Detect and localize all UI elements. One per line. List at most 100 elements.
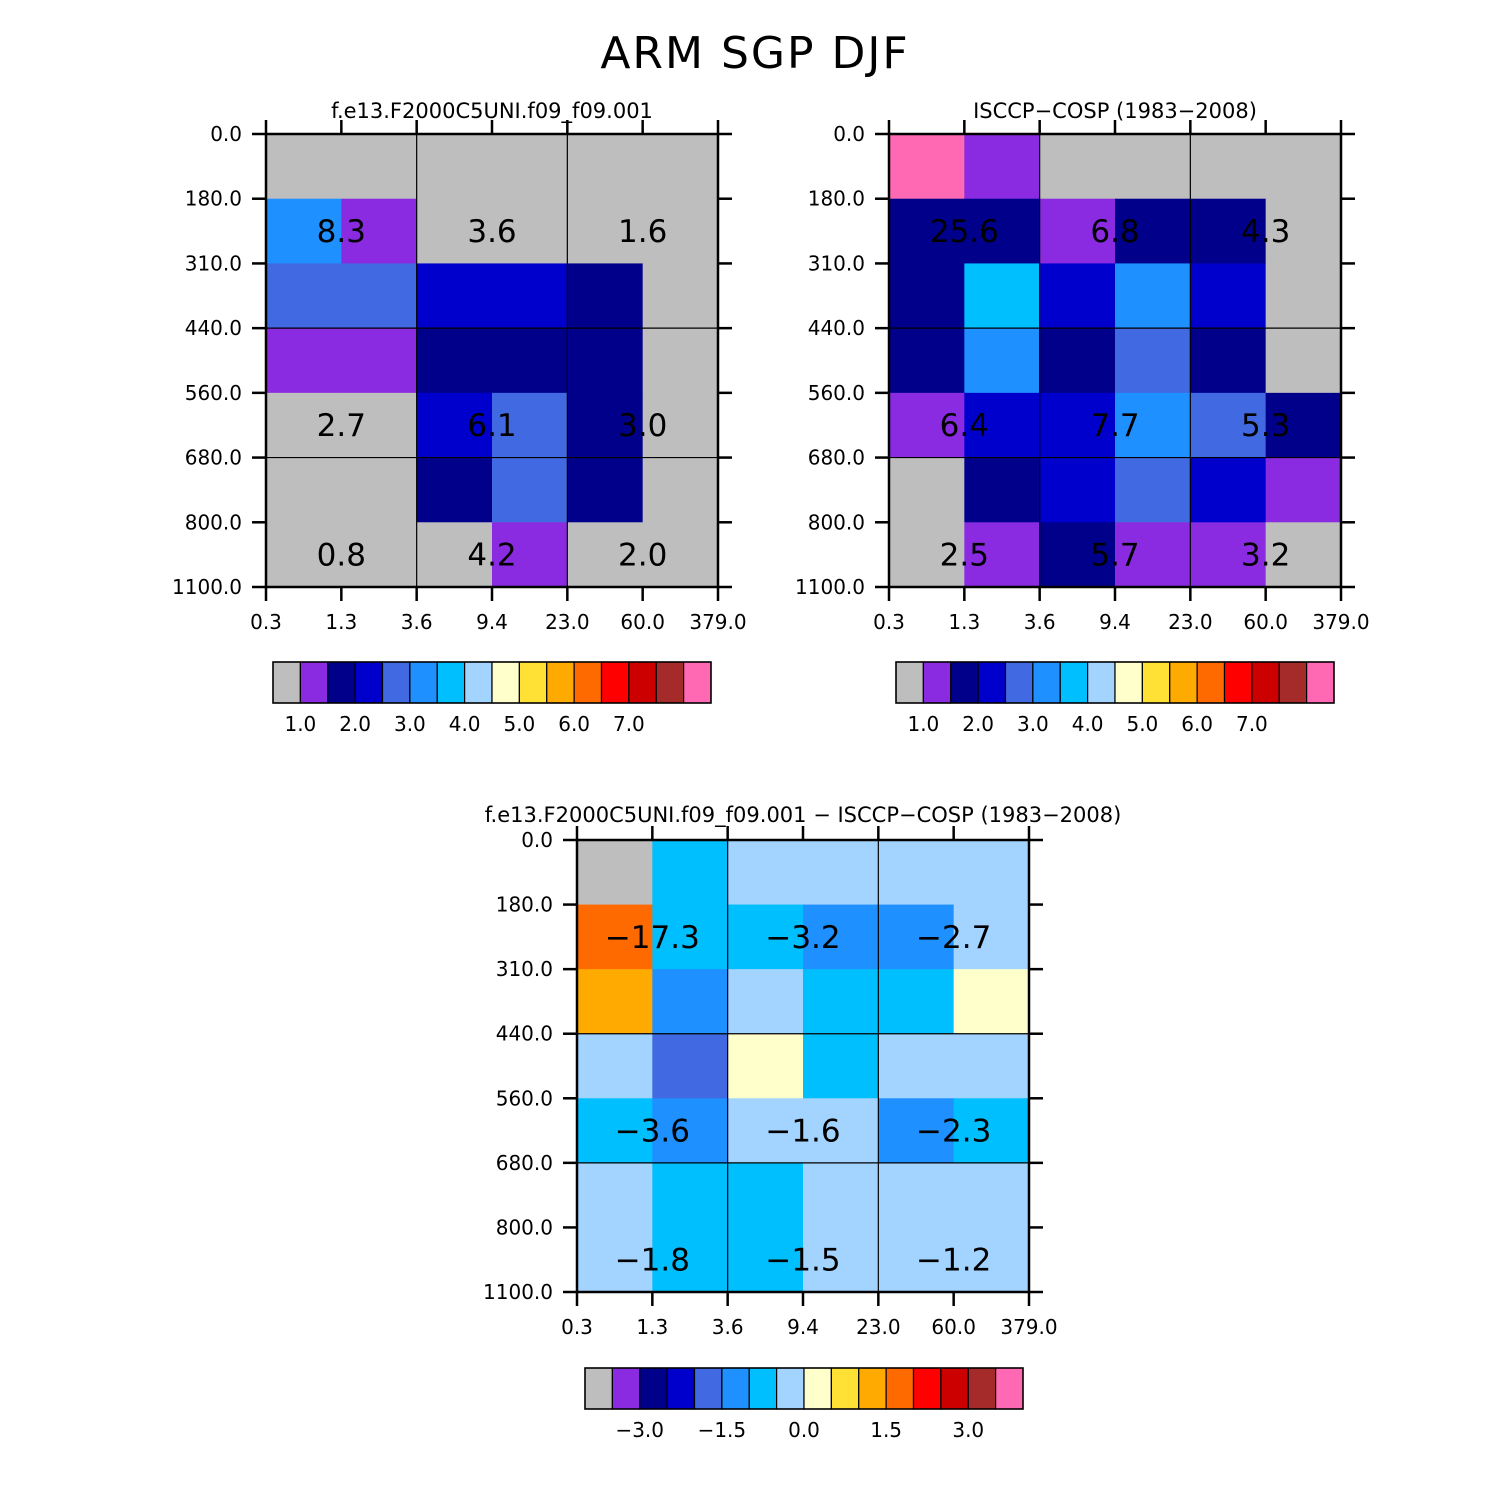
heatmap-cell — [266, 263, 342, 329]
colorbar-box — [573, 661, 603, 704]
heatmap-cell — [1265, 263, 1342, 329]
cell-value-label: −2.7 — [916, 920, 991, 956]
colorbar-box — [885, 1367, 915, 1410]
colorbar-label: 5.0 — [503, 712, 535, 736]
heatmap-cell — [341, 263, 418, 329]
cell-value-label: 3.6 — [467, 214, 516, 250]
colorbar-label: 1.0 — [284, 712, 316, 736]
heatmap-cell — [642, 457, 719, 523]
colorbar-box — [1196, 661, 1226, 704]
colorbar-box — [950, 661, 979, 704]
y-tick-label: 800.0 — [496, 1215, 553, 1239]
colorbar-box — [922, 661, 952, 704]
heatmap-cell — [416, 392, 493, 459]
panel-observations: ISCCP−COSP (1983−2008) 0.0 180.0 310.0 440.0… — [795, 99, 1370, 736]
colorbar-box — [721, 1367, 750, 1410]
heatmap-cell — [642, 392, 719, 459]
heatmap-cell — [878, 904, 955, 970]
colorbar-label: 6.0 — [1181, 712, 1213, 736]
x-tick-label: 9.4 — [787, 1315, 819, 1339]
heatmap-cell — [727, 840, 804, 906]
x-tick-label: 3.6 — [1024, 610, 1056, 634]
cell-value-label: 6.1 — [467, 408, 516, 444]
heatmap-cell — [1039, 522, 1116, 588]
y-tick-label: 1100.0 — [483, 1280, 553, 1304]
heatmap-cell — [1115, 198, 1191, 265]
heatmap-cell — [964, 198, 1041, 265]
colorbar-box — [381, 661, 411, 704]
cell-value-label: 8.3 — [317, 214, 366, 250]
colorbar-box — [666, 1367, 696, 1410]
heatmap-cell — [567, 328, 644, 394]
colorbar-label: 3.0 — [394, 712, 426, 736]
colorbar-box — [693, 1367, 723, 1410]
colorbar-box — [464, 661, 493, 704]
cell-value-label: 3.2 — [1241, 538, 1290, 574]
heatmap-cell — [1190, 198, 1267, 265]
heatmap-cell — [642, 263, 719, 329]
heatmap-cell — [878, 840, 955, 906]
heatmap-cell — [964, 134, 1041, 200]
heatmap-cell — [492, 457, 568, 523]
colorbar-box — [858, 1367, 887, 1410]
heatmap-cell — [266, 522, 342, 588]
heatmap-cell — [567, 198, 644, 265]
cell-value-label: 5.7 — [1090, 538, 1139, 574]
heatmap-cell — [652, 1033, 729, 1099]
heatmap-cell — [1039, 328, 1116, 394]
heatmap-cell — [727, 1162, 804, 1229]
y-tick-label: 0.0 — [833, 122, 865, 146]
heatmap-cell — [341, 328, 418, 394]
heatmap-cell — [1265, 392, 1342, 459]
heatmap-cell — [1115, 134, 1191, 200]
heatmap-cell — [953, 1033, 1030, 1099]
heatmap-cell — [642, 198, 719, 265]
y-tick-label: 680.0 — [496, 1151, 553, 1175]
heatmap-cell — [727, 1227, 804, 1293]
heatmap-cell — [953, 904, 1030, 970]
x-tick-label: 379.0 — [1000, 1315, 1057, 1339]
heatmap-cell — [652, 1227, 729, 1293]
colorbar-frame — [584, 1367, 1024, 1410]
colorbar-label: 6.0 — [558, 712, 590, 736]
y-tick-label: 560.0 — [185, 381, 242, 405]
heatmap-cell — [803, 840, 879, 906]
colorbar-box — [354, 661, 384, 704]
colorbar-box — [546, 661, 575, 704]
y-tick-label: 0.0 — [210, 122, 242, 146]
heatmap-cell — [341, 198, 418, 265]
y-tick-label: 180.0 — [185, 187, 242, 211]
colorbar-box — [912, 1367, 942, 1410]
heatmap-cell — [964, 328, 1041, 394]
heatmap-cell — [1265, 457, 1342, 523]
heatmap-cell — [803, 904, 879, 970]
heatmap-cell — [416, 134, 493, 200]
y-tick-label: 0.0 — [521, 828, 553, 852]
heatmap-cell — [953, 969, 1030, 1035]
heatmap-cell — [492, 328, 568, 394]
colorbar-label: 4.0 — [449, 712, 481, 736]
heatmap-cell — [727, 969, 804, 1035]
heatmap-cell — [889, 522, 965, 588]
heatmap-cell — [652, 969, 729, 1035]
heatmap-cell — [567, 522, 644, 588]
heatmap-cell — [567, 392, 644, 459]
heatmap-cell — [953, 1227, 1030, 1293]
colorbar-box — [1141, 661, 1171, 704]
colorbar-box — [895, 661, 924, 704]
y-tick-label: 800.0 — [808, 510, 865, 534]
y-tick-label: 440.0 — [496, 1022, 553, 1046]
colorbar-box — [409, 661, 438, 704]
colorbar-box — [600, 661, 630, 704]
heatmap-cell — [964, 522, 1041, 588]
x-tick-label: 23.0 — [545, 610, 590, 634]
heatmap-cell — [1039, 134, 1116, 200]
heatmap-cell — [492, 198, 568, 265]
heatmap-cell — [803, 1098, 879, 1164]
heatmap-cell — [803, 1033, 879, 1099]
heatmap-cell — [1265, 328, 1342, 394]
colorbar-label: 2.0 — [962, 712, 994, 736]
colorbar-box — [940, 1367, 969, 1410]
heatmap-cell — [577, 840, 653, 906]
cell-value-label: 1.6 — [618, 214, 667, 250]
